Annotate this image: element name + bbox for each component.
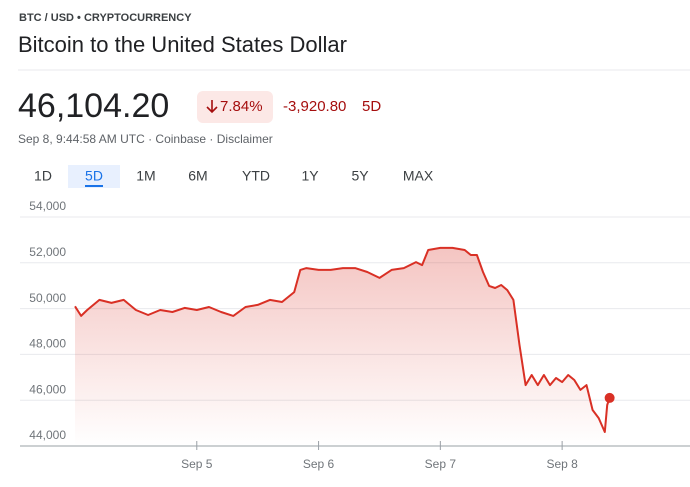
y-tick-label: 48,000 <box>29 337 66 351</box>
x-tick-label: Sep 5 <box>181 457 213 471</box>
range-tab[interactable]: 6M <box>188 168 207 184</box>
down-arrow-icon <box>206 100 218 114</box>
change-value: -3,920.80 <box>283 98 346 115</box>
active-tab-underline <box>85 185 103 187</box>
area-fill <box>75 247 610 446</box>
chart: 44,000 46,000 48,000 50,000 52,000 54,000 Sep … <box>20 199 690 471</box>
y-tick-label: 52,000 <box>29 245 66 259</box>
active-tab-bg <box>68 165 120 188</box>
change-badge <box>197 91 273 123</box>
range-tabs: 1D 5D 1M 6M YTD 1Y 5Y MAX <box>34 165 434 188</box>
y-tick-label: 46,000 <box>29 382 66 396</box>
range-tab[interactable]: 5Y <box>351 168 369 184</box>
range-tab[interactable]: YTD <box>242 168 270 184</box>
change-period: 5D <box>362 98 381 115</box>
timestamp: Sep 8, 9:44:58 AM UTC · Coinbase · Discl… <box>18 132 273 146</box>
y-tick-label: 44,000 <box>29 428 66 442</box>
x-tick-label: Sep 8 <box>546 457 578 471</box>
y-tick-label: 50,000 <box>29 291 66 305</box>
y-tick-label: 54,000 <box>29 199 66 213</box>
x-tick-label: Sep 6 <box>303 457 335 471</box>
x-tick-label: Sep 7 <box>425 457 457 471</box>
breadcrumb: BTC / USD • CRYPTOCURRENCY <box>19 12 192 24</box>
range-tab[interactable]: MAX <box>403 168 434 184</box>
current-point <box>604 392 615 403</box>
price: 46,104.20 <box>18 87 169 125</box>
range-tab[interactable]: 1Y <box>301 168 319 184</box>
range-tab[interactable]: 5D <box>85 168 103 184</box>
price-line <box>74 246 611 433</box>
range-tab[interactable]: 1M <box>136 168 155 184</box>
range-tab[interactable]: 1D <box>34 168 52 184</box>
page-title: Bitcoin to the United States Dollar <box>18 32 347 57</box>
change-percent: 7.84% <box>220 98 263 115</box>
